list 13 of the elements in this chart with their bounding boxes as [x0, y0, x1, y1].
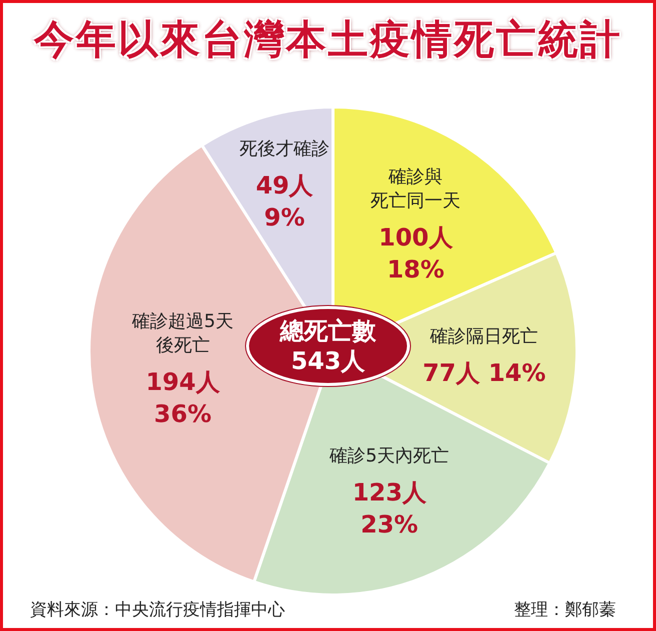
- data-label: 100人 18%: [378, 223, 454, 284]
- slice-label: 確診隔日死亡: [429, 326, 538, 347]
- data-label: 194人 36%: [146, 368, 221, 428]
- text: 整理：鄭郁蓁: [514, 599, 616, 621]
- slice-label: 死後才確診: [240, 138, 330, 160]
- slice-label: 確診與死亡同一天: [370, 166, 461, 212]
- chart-title: 今年以來台灣本土疫情死亡統計: [34, 17, 622, 63]
- slice-label: 確診5天內死亡: [328, 445, 450, 466]
- source-note: 資料來源：中央流行疫情指揮中心: [30, 599, 285, 621]
- data-label: 123人 23%: [352, 478, 428, 538]
- data-label: 49人 9%: [256, 172, 314, 232]
- slice-label: 確診超過5天後死亡: [131, 310, 234, 356]
- data-label: 77人 14%: [422, 358, 546, 387]
